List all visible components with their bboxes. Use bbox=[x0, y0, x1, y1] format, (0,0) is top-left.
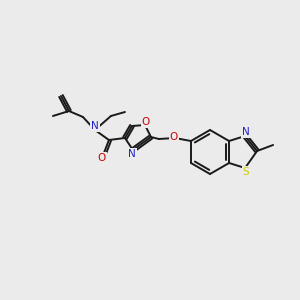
Text: O: O bbox=[142, 117, 150, 127]
Text: N: N bbox=[128, 149, 136, 159]
Text: N: N bbox=[91, 121, 99, 131]
Text: O: O bbox=[170, 132, 178, 142]
Text: S: S bbox=[243, 167, 249, 177]
Text: N: N bbox=[242, 127, 250, 137]
Text: O: O bbox=[98, 153, 106, 163]
